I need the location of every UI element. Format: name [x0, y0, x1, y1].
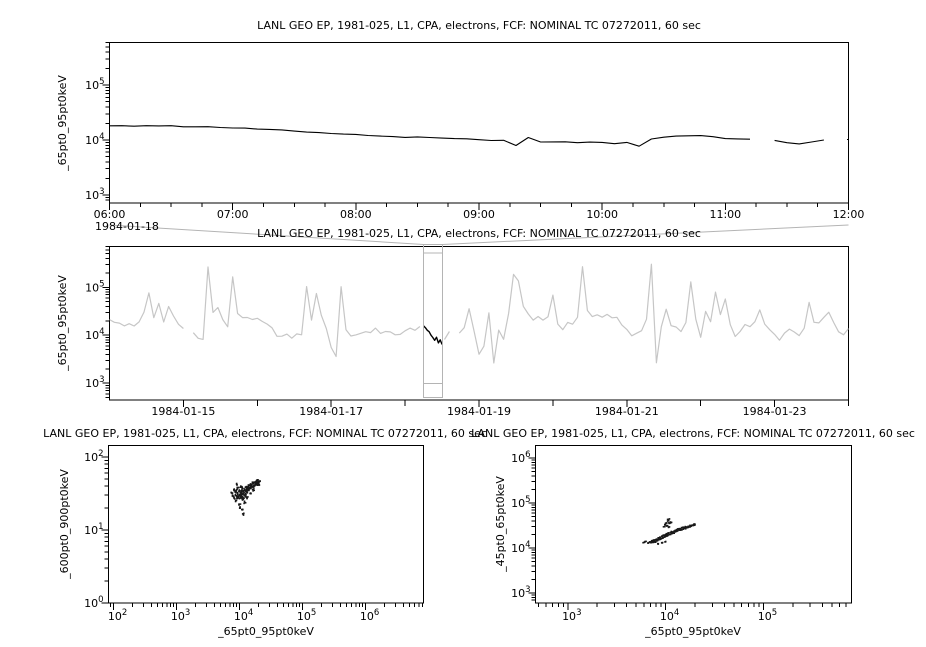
- panel4-xaxis-label: _65pt0_95pt0keV: [645, 625, 741, 638]
- tick-label: 12:00: [833, 208, 865, 221]
- tick-label: 103: [562, 608, 581, 623]
- scatter-points: [230, 479, 261, 516]
- tick-label: 1984-01-21: [595, 405, 659, 418]
- plot-frame[interactable]: [108, 445, 424, 604]
- tick-label: 06:00: [94, 208, 126, 221]
- tick-label: 1984-01-19: [447, 405, 511, 418]
- panel3-yaxis-label: _600pt0_900pt0keV: [58, 469, 71, 579]
- tick-label: 104: [85, 132, 104, 147]
- tick-label: 105: [85, 77, 104, 92]
- tick-label: 103: [171, 608, 190, 623]
- tick-label: 1984-01-23: [743, 405, 807, 418]
- data-line: [423, 325, 443, 345]
- scatter-points: [642, 518, 696, 545]
- connector-line: [109, 224, 424, 245]
- tick-label: 100: [84, 595, 103, 610]
- tick-label: 103: [85, 187, 104, 202]
- panel4-yaxis-label: _45pt0_65pt0keV: [494, 476, 507, 572]
- plot-frame[interactable]: [109, 42, 849, 204]
- data-layer: [109, 263, 849, 364]
- tick-label: 1984-01-17: [299, 405, 363, 418]
- tick-label: 08:00: [340, 208, 372, 221]
- panel2-title: LANL GEO EP, 1981-025, L1, CPA, electron…: [257, 227, 701, 240]
- data-line: [109, 125, 849, 147]
- plot-frame[interactable]: [535, 445, 852, 604]
- panel4-title: LANL GEO EP, 1981-025, L1, CPA, electron…: [471, 427, 915, 440]
- panel-2[interactable]: 1984-01-15 1984-01-17 1984-01-19 1984-01-21…: [85, 246, 849, 419]
- tick-label: 09:00: [463, 208, 495, 221]
- tick-label: 102: [84, 449, 103, 464]
- panel-1[interactable]: 06:00 07:00 08:00 09:00 10:00 11:00 12:00 103 10…: [85, 42, 865, 222]
- data-layer: [230, 479, 261, 516]
- panel3-title: LANL GEO EP, 1981-025, L1, CPA, electron…: [43, 427, 487, 440]
- tick-label: 105: [85, 279, 104, 294]
- panel-3[interactable]: 102 103 104 105 106 100 101 102: [84, 445, 424, 624]
- connector-line: [442, 224, 849, 245]
- tick-label: 105: [297, 608, 316, 623]
- data-layer: [109, 125, 849, 147]
- panel-4[interactable]: 103 104 105 103 104 105 106: [511, 445, 852, 624]
- tick-label: 106: [360, 608, 379, 623]
- data-line: [109, 263, 849, 364]
- tick-label: 105: [758, 608, 777, 623]
- tick-label: 104: [511, 540, 530, 555]
- tick-label: 103: [511, 585, 530, 600]
- panel1-yaxis-label: _65pt0_95pt0keV: [56, 75, 69, 171]
- panel3-xaxis-label: _65pt0_95pt0keV: [218, 625, 314, 638]
- panel1-date-label: 1984-01-18: [95, 220, 159, 233]
- data-layer: [642, 518, 696, 545]
- tick-label: 104: [660, 608, 679, 623]
- tick-label: 103: [85, 375, 104, 390]
- tick-label: 105: [511, 495, 530, 510]
- selection-rect[interactable]: [423, 244, 443, 398]
- panel2-yaxis-label: _65pt0_95pt0keV: [56, 275, 69, 371]
- panel1-title: LANL GEO EP, 1981-025, L1, CPA, electron…: [257, 19, 701, 32]
- tick-label: 102: [108, 608, 127, 623]
- tick-label: 07:00: [217, 208, 249, 221]
- tick-label: 10:00: [586, 208, 618, 221]
- tick-label: 1984-01-15: [151, 405, 215, 418]
- tick-label: 106: [511, 450, 530, 465]
- tick-label: 104: [85, 327, 104, 342]
- tick-label: 104: [234, 608, 253, 623]
- selection-box[interactable]: [423, 244, 443, 398]
- tick-label: 11:00: [709, 208, 741, 221]
- tick-label: 101: [84, 522, 103, 537]
- plot-frame[interactable]: [109, 246, 849, 401]
